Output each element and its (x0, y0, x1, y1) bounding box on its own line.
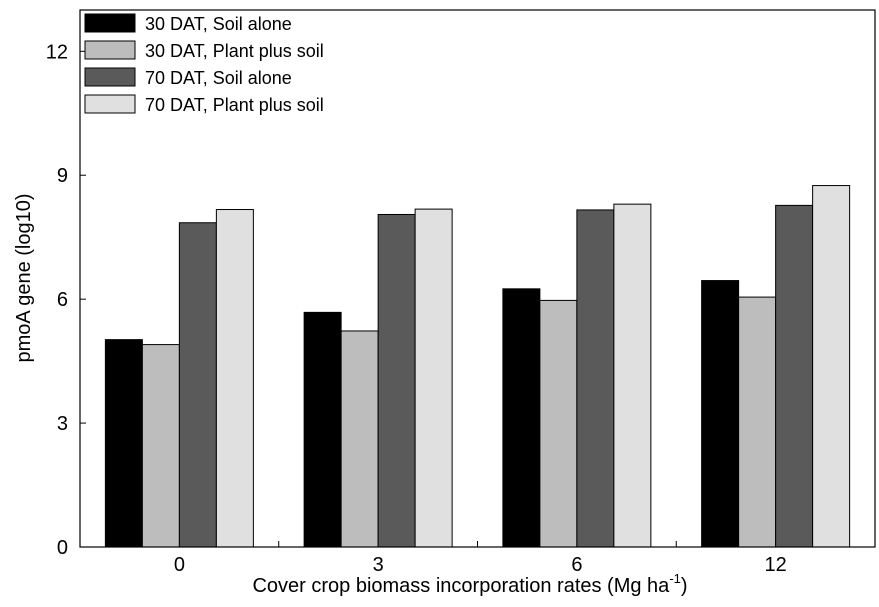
legend-swatch (84, 94, 136, 114)
y-tick-label: 3 (57, 413, 68, 435)
legend-swatch (84, 67, 136, 87)
bar (613, 203, 652, 548)
bar (414, 208, 453, 548)
legend-label: 30 DAT, Plant plus soil (145, 41, 324, 61)
legend-swatch (84, 13, 136, 33)
legend-swatch (84, 40, 136, 60)
bar (775, 204, 814, 548)
x-tick-label: 12 (765, 554, 787, 576)
bar (340, 330, 379, 548)
bar (539, 299, 578, 548)
x-label-suffix: ) (681, 575, 688, 597)
bar (178, 222, 217, 548)
y-tick-label: 12 (46, 41, 68, 63)
x-label-superscript: -1 (669, 571, 681, 586)
bar (738, 296, 777, 548)
bar (215, 209, 254, 548)
bar (303, 311, 342, 548)
x-tick-label: 6 (571, 554, 582, 576)
y-tick-label: 0 (57, 537, 68, 559)
legend-label: 70 DAT, Soil alone (145, 68, 292, 88)
y-axis-label: pmoA gene (log10) (13, 193, 35, 362)
x-label-text: Cover crop biomass incorporation rates (… (252, 575, 670, 597)
y-tick-label: 6 (57, 289, 68, 311)
bar (104, 339, 143, 548)
legend-label: 70 DAT, Plant plus soil (145, 95, 324, 115)
bar (701, 280, 740, 548)
bar (377, 213, 416, 548)
y-tick-label: 9 (57, 165, 68, 187)
bar (576, 209, 615, 548)
legend-label: 30 DAT, Soil alone (145, 14, 292, 34)
x-axis-label: Cover crop biomass incorporation rates (… (252, 571, 687, 597)
bar (812, 185, 851, 548)
x-tick-label: 3 (373, 554, 384, 576)
plot-frame (79, 9, 876, 548)
bar (141, 344, 180, 548)
x-tick-label: 0 (174, 554, 185, 576)
bar (502, 288, 541, 548)
